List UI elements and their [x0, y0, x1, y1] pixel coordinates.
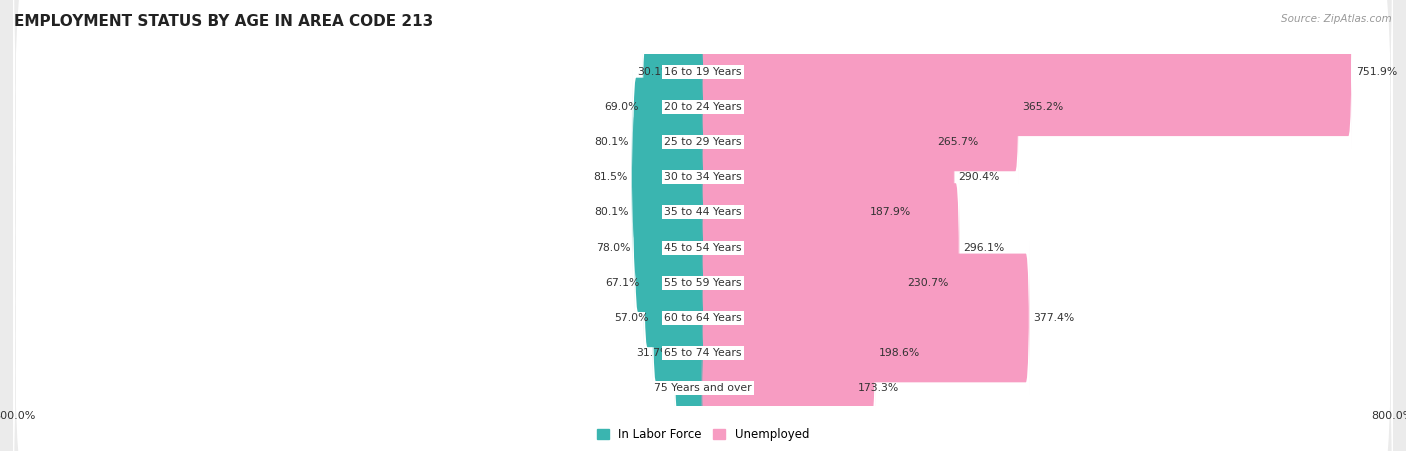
- FancyBboxPatch shape: [695, 312, 704, 451]
- Text: Source: ZipAtlas.com: Source: ZipAtlas.com: [1281, 14, 1392, 23]
- FancyBboxPatch shape: [702, 31, 1019, 183]
- FancyBboxPatch shape: [702, 66, 934, 218]
- Text: 8.9%: 8.9%: [662, 383, 690, 393]
- FancyBboxPatch shape: [643, 31, 704, 183]
- Text: 65 to 74 Years: 65 to 74 Years: [664, 348, 742, 358]
- FancyBboxPatch shape: [633, 66, 704, 218]
- FancyBboxPatch shape: [633, 136, 704, 289]
- FancyBboxPatch shape: [13, 85, 1393, 451]
- Text: 35 to 44 Years: 35 to 44 Years: [664, 207, 742, 217]
- Text: 265.7%: 265.7%: [936, 137, 979, 147]
- FancyBboxPatch shape: [702, 277, 876, 429]
- FancyBboxPatch shape: [702, 242, 1029, 394]
- Text: 365.2%: 365.2%: [1022, 102, 1064, 112]
- FancyBboxPatch shape: [702, 171, 959, 324]
- Text: EMPLOYMENT STATUS BY AGE IN AREA CODE 213: EMPLOYMENT STATUS BY AGE IN AREA CODE 21…: [14, 14, 433, 28]
- FancyBboxPatch shape: [652, 242, 704, 394]
- Text: 25 to 29 Years: 25 to 29 Years: [664, 137, 742, 147]
- Text: 290.4%: 290.4%: [959, 172, 1000, 182]
- Text: 187.9%: 187.9%: [870, 207, 911, 217]
- Text: 30 to 34 Years: 30 to 34 Years: [664, 172, 742, 182]
- FancyBboxPatch shape: [13, 120, 1393, 451]
- Text: 75 Years and over: 75 Years and over: [654, 383, 752, 393]
- Text: 20 to 24 Years: 20 to 24 Years: [664, 102, 742, 112]
- FancyBboxPatch shape: [702, 0, 1351, 148]
- FancyBboxPatch shape: [702, 101, 955, 253]
- FancyBboxPatch shape: [13, 0, 1393, 445]
- Text: 198.6%: 198.6%: [879, 348, 921, 358]
- Text: 60 to 64 Years: 60 to 64 Years: [664, 313, 742, 323]
- Text: 67.1%: 67.1%: [606, 278, 640, 288]
- Text: 377.4%: 377.4%: [1033, 313, 1074, 323]
- FancyBboxPatch shape: [631, 101, 704, 253]
- Text: 16 to 19 Years: 16 to 19 Years: [664, 67, 742, 77]
- Text: 78.0%: 78.0%: [596, 243, 631, 253]
- FancyBboxPatch shape: [13, 0, 1393, 340]
- Text: 230.7%: 230.7%: [907, 278, 948, 288]
- Text: 45 to 54 Years: 45 to 54 Years: [664, 243, 742, 253]
- FancyBboxPatch shape: [702, 312, 853, 451]
- FancyBboxPatch shape: [13, 50, 1393, 451]
- FancyBboxPatch shape: [13, 0, 1393, 451]
- Text: 751.9%: 751.9%: [1355, 67, 1398, 77]
- FancyBboxPatch shape: [13, 0, 1393, 410]
- FancyBboxPatch shape: [675, 277, 704, 429]
- FancyBboxPatch shape: [634, 171, 704, 324]
- FancyBboxPatch shape: [702, 207, 903, 359]
- FancyBboxPatch shape: [13, 0, 1393, 375]
- Legend: In Labor Force, Unemployed: In Labor Force, Unemployed: [592, 423, 814, 446]
- FancyBboxPatch shape: [676, 0, 704, 148]
- Text: 296.1%: 296.1%: [963, 243, 1004, 253]
- Text: 80.1%: 80.1%: [595, 207, 628, 217]
- Text: 57.0%: 57.0%: [614, 313, 648, 323]
- FancyBboxPatch shape: [13, 0, 1393, 451]
- FancyBboxPatch shape: [644, 207, 704, 359]
- Text: 55 to 59 Years: 55 to 59 Years: [664, 278, 742, 288]
- Text: 80.1%: 80.1%: [595, 137, 628, 147]
- FancyBboxPatch shape: [702, 136, 866, 289]
- Text: 31.7%: 31.7%: [636, 348, 671, 358]
- Text: 81.5%: 81.5%: [593, 172, 627, 182]
- Text: 69.0%: 69.0%: [605, 102, 638, 112]
- Text: 30.1%: 30.1%: [637, 67, 672, 77]
- FancyBboxPatch shape: [13, 15, 1393, 451]
- Text: 173.3%: 173.3%: [858, 383, 898, 393]
